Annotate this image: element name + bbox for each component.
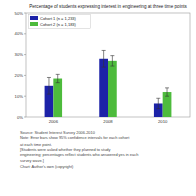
error-cap bbox=[56, 82, 60, 83]
annotation: Chart: Author's own (copyright) bbox=[20, 164, 74, 169]
y-tick bbox=[24, 13, 26, 14]
legend-swatch bbox=[30, 16, 38, 20]
legend-label: Cohort 2 (n = 1,183) bbox=[40, 22, 77, 27]
bar bbox=[99, 59, 108, 117]
legend-label: Cohort 1 (n = 1,233) bbox=[40, 16, 77, 21]
title: Percentage of students expressing intere… bbox=[29, 4, 187, 9]
y-tick bbox=[24, 54, 26, 55]
y-tick bbox=[24, 117, 26, 118]
error-stem bbox=[112, 56, 113, 66]
error-cap bbox=[102, 50, 106, 51]
error-cap bbox=[165, 96, 169, 97]
error-cap bbox=[156, 98, 160, 99]
error-stem bbox=[57, 74, 58, 82]
error-bar bbox=[110, 56, 114, 66]
y-tick bbox=[24, 75, 26, 76]
error-bar bbox=[102, 50, 106, 67]
error-stem bbox=[158, 98, 159, 108]
chart: Percentage of students expressing intere… bbox=[0, 0, 196, 196]
plot-frame bbox=[26, 13, 190, 117]
error-stem bbox=[167, 88, 168, 96]
error-bar bbox=[47, 77, 51, 94]
y-tick-label: 0% bbox=[17, 115, 23, 120]
y-tick-label: 40% bbox=[15, 31, 24, 36]
annotation: Note: Error bars show 95% confidence int… bbox=[20, 135, 130, 140]
error-cap bbox=[110, 66, 114, 67]
y-tick bbox=[24, 33, 26, 34]
annotation: survey wave.] bbox=[20, 158, 44, 163]
error-cap bbox=[47, 94, 51, 95]
error-cap bbox=[110, 55, 114, 56]
error-cap bbox=[102, 67, 106, 68]
y-tick-label: 10% bbox=[15, 94, 24, 99]
x-tick-label: 2010 bbox=[158, 119, 168, 124]
bar bbox=[53, 79, 62, 117]
bar bbox=[108, 61, 117, 117]
y-tick-label: 50% bbox=[15, 11, 24, 16]
error-bar bbox=[56, 74, 60, 82]
x-tick-label: 2006 bbox=[49, 119, 59, 124]
y-tick bbox=[24, 96, 26, 97]
error-bar bbox=[165, 88, 169, 96]
error-cap bbox=[56, 74, 60, 75]
y-tick-label: 30% bbox=[15, 52, 24, 57]
legend-box bbox=[29, 15, 91, 29]
error-cap bbox=[165, 87, 169, 88]
error-cap bbox=[156, 108, 160, 109]
error-stem bbox=[103, 50, 104, 67]
error-cap bbox=[47, 77, 51, 78]
error-stem bbox=[48, 77, 49, 94]
legend-swatch bbox=[30, 22, 38, 26]
error-bar bbox=[156, 98, 160, 108]
marks bbox=[45, 50, 172, 117]
x-tick-label: 2008 bbox=[103, 119, 113, 124]
y-tick-label: 20% bbox=[15, 73, 24, 78]
